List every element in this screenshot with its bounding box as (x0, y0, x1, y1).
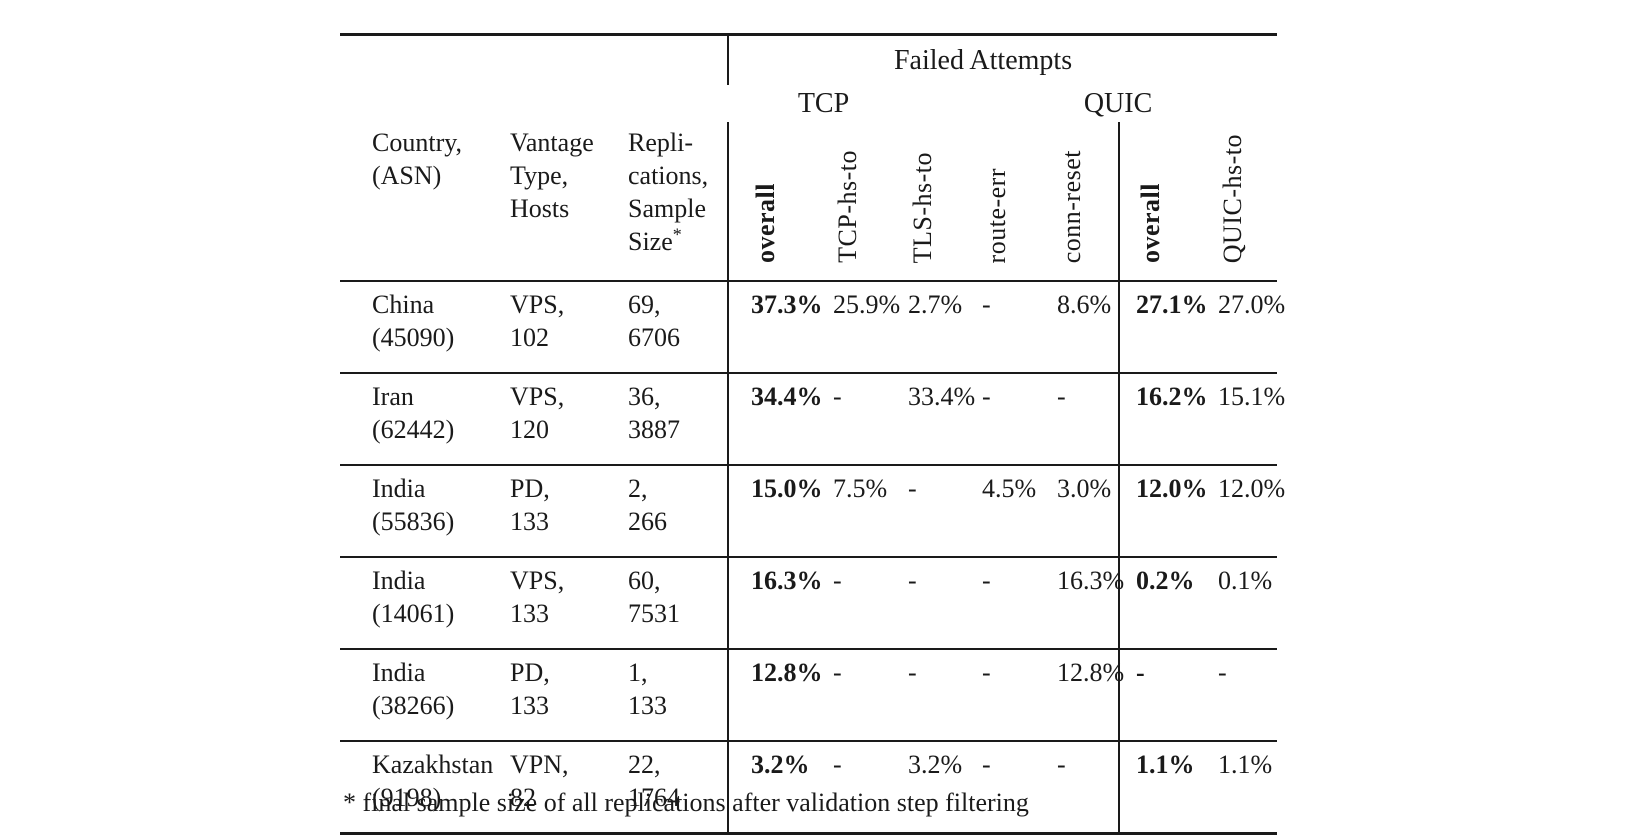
cell-tcp-hs-to: 7.5% (826, 465, 902, 558)
cell-quic-overall: 12.0% (1118, 465, 1208, 558)
cell-vantage: VPS, 120 (505, 373, 625, 466)
cell-tcp-overall: 3.2% (727, 741, 827, 835)
spacer-cell (340, 35, 728, 86)
cell-tcp-hs-to: - (826, 741, 902, 835)
cell-tcp-hs-to: - (826, 557, 902, 650)
cell-vantage: VPS, 102 (505, 281, 625, 374)
cell-country: Kazakhstan (9198) (340, 741, 505, 835)
cell-route-err: - (976, 281, 1052, 374)
failed-attempts-header-cell: Failed Attempts (727, 34, 1278, 85)
tcp-group-cell: TCP (728, 85, 1119, 122)
tcp-group-label: TCP (797, 87, 850, 119)
cell-replications: 36, 3887 (625, 373, 729, 466)
cell-replications: 69, 6706 (625, 281, 729, 374)
cell-tcp-overall: 15.0% (727, 465, 827, 558)
table-row: China (45090) VPS, 102 69, 6706 37.3% 25… (340, 281, 1285, 374)
cell-tcp-overall: 37.3% (727, 281, 827, 374)
column-header-vantage: Vantage Type, Hosts (505, 122, 625, 282)
cell-replications: 1, 133 (625, 649, 729, 742)
cell-tls-hs-to: - (901, 465, 977, 558)
table-footnote: * final sample size of all replications … (343, 788, 1029, 817)
column-header-tcp-hs-to: TCP-hs-to (826, 122, 902, 282)
quic-group-cell: QUIC (1084, 85, 1277, 122)
column-header-replications: Repli- cations, Sample Size* (625, 122, 729, 282)
cell-quic-hs-to: 15.1% (1206, 373, 1285, 466)
failed-attempts-table-wrap: Failed Attempts TCP QUIC Country, (ASN) (340, 33, 1285, 835)
cell-tcp-overall: 34.4% (727, 373, 827, 466)
cell-vantage: VPN, 82 (505, 741, 625, 835)
table-row: Iran (62442) VPS, 120 36, 3887 34.4% - 3… (340, 373, 1285, 466)
cell-conn-reset: 16.3% (1051, 557, 1124, 650)
column-header-tcp-overall: overall (727, 122, 827, 282)
table-row: Kazakhstan (9198) VPN, 82 22, 1764 3.2% … (340, 741, 1278, 835)
cell-tcp-overall: 12.8% (727, 649, 827, 742)
cell-quic-overall: 1.1% (1118, 741, 1207, 835)
column-header-quic-overall: overall (1118, 122, 1207, 282)
cell-replications: 60, 7531 (625, 557, 729, 650)
cell-vantage: PD, 133 (505, 465, 625, 558)
cell-tls-hs-to: 2.7% (901, 281, 977, 374)
cell-tcp-hs-to: - (826, 649, 902, 742)
cell-quic-hs-to: 0.1% (1206, 557, 1278, 650)
cell-quic-overall: 0.2% (1118, 557, 1207, 650)
column-header-country: Country, (ASN) (340, 122, 505, 282)
column-header-conn-reset: conn-reset (1051, 122, 1120, 282)
quic-group-label: QUIC (1083, 87, 1153, 119)
cell-conn-reset: 3.0% (1051, 465, 1120, 558)
cell-quic-overall: 27.1% (1118, 281, 1208, 374)
table-row: India (55836) PD, 133 2, 266 15.0% 7.5% … (340, 465, 1285, 558)
cell-route-err: - (976, 373, 1052, 466)
cell-vantage: VPS, 133 (505, 557, 625, 650)
cell-replications: 22, 1764 (625, 741, 729, 835)
cell-conn-reset: - (1051, 373, 1120, 466)
group-header-row: Failed Attempts (340, 34, 1278, 86)
size-line: Size* (628, 224, 682, 256)
cell-tcp-hs-to: 25.9% (826, 281, 902, 374)
cell-conn-reset: - (1051, 741, 1120, 835)
cell-conn-reset: 12.8% (1051, 649, 1124, 742)
cell-country: India (55836) (340, 465, 505, 558)
table-row: India (14061) VPS, 133 60, 7531 16.3% - … (340, 557, 1278, 650)
cell-quic-overall: 16.2% (1118, 373, 1208, 466)
column-header-row: Country, (ASN) Vantage Type, Hosts Repli… (340, 122, 1278, 282)
table-row: India (38266) PD, 133 1, 133 12.8% - - -… (340, 649, 1278, 742)
cell-quic-hs-to: 27.0% (1206, 281, 1285, 374)
cell-quic-overall: - (1118, 649, 1207, 742)
footnote-marker: * (672, 224, 682, 245)
column-header-route-err: route-err (976, 122, 1052, 282)
cell-quic-hs-to: 12.0% (1206, 465, 1285, 558)
column-header-quic-hs-to: QUIC-hs-to (1206, 122, 1278, 282)
cell-country: India (38266) (340, 649, 505, 742)
cell-tcp-hs-to: - (826, 373, 902, 466)
cell-country: India (14061) (340, 557, 505, 650)
cell-route-err: - (976, 649, 1052, 742)
cell-vantage: PD, 133 (505, 649, 625, 742)
cell-quic-hs-to: 1.1% (1206, 741, 1278, 835)
cell-tls-hs-to: - (901, 649, 977, 742)
cell-route-err: - (976, 557, 1052, 650)
cell-route-err: 4.5% (976, 465, 1052, 558)
cell-tls-hs-to: 33.4% (901, 373, 977, 466)
cell-country: Iran (62442) (340, 373, 505, 466)
cell-replications: 2, 266 (625, 465, 729, 558)
cell-tcp-overall: 16.3% (727, 557, 827, 650)
cell-country: China (45090) (340, 281, 505, 374)
cell-route-err: - (976, 741, 1052, 835)
failed-attempts-table: Failed Attempts TCP QUIC Country, (ASN) (340, 33, 1285, 835)
column-header-tls-hs-to: TLS-hs-to (901, 122, 977, 282)
cell-quic-hs-to: - (1206, 649, 1278, 742)
cell-tls-hs-to: - (901, 557, 977, 650)
cell-tls-hs-to: 3.2% (901, 741, 977, 835)
failed-attempts-label: Failed Attempts (893, 44, 1073, 76)
protocol-group-row: TCP QUIC (340, 85, 1277, 122)
cell-conn-reset: 8.6% (1051, 281, 1120, 374)
